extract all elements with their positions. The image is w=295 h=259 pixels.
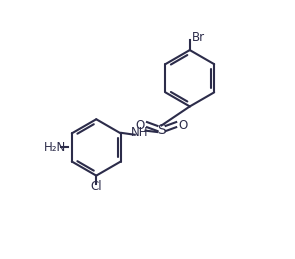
Text: NH: NH (131, 126, 149, 139)
Text: S: S (157, 123, 166, 136)
Text: O: O (136, 119, 145, 132)
Text: H₂N: H₂N (44, 141, 66, 154)
Text: O: O (178, 119, 188, 132)
Text: Cl: Cl (91, 181, 102, 193)
Text: Br: Br (192, 31, 205, 44)
